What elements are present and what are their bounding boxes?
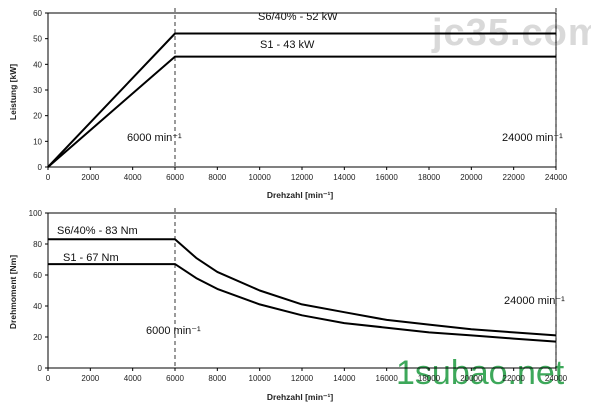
power-x-tick-label: 22000 xyxy=(503,173,526,182)
power-x-tick-label: 6000 xyxy=(166,173,184,182)
torque-y-tick-label: 100 xyxy=(29,209,43,218)
power-series-line-s1 xyxy=(47,55,556,168)
torque-vlines xyxy=(174,208,557,368)
torque-x-tick-label: 4000 xyxy=(124,374,142,383)
power-y-axis-title: Leistung [kW] xyxy=(8,64,18,120)
torque-x-axis-title: Drehzahl [min⁻¹] xyxy=(267,392,334,402)
torque-y-axis-title: Drehmoment [Nm] xyxy=(8,255,18,329)
torque-x-tick-label: 6000 xyxy=(166,374,184,383)
power-x-tick-label: 24000 xyxy=(545,173,568,182)
torque-chart: 0 20 40 60 80 100 0 2000 4000 6000 8000 10000 12000… xyxy=(8,208,568,402)
power-series-label-s1: S1 - 43 kW xyxy=(260,39,315,51)
power-annotation-6000: 6000 min⁻¹ xyxy=(127,132,182,144)
power-y-ticks: 0 10 20 30 40 50 60 xyxy=(33,9,48,172)
power-x-tick-label: 0 xyxy=(46,173,51,182)
power-vlines xyxy=(174,8,557,167)
torque-x-tick-label: 12000 xyxy=(291,374,314,383)
power-x-tick-label: 2000 xyxy=(81,173,99,182)
power-y-tick-label: 20 xyxy=(33,112,42,121)
torque-y-ticks: 0 20 40 60 80 100 xyxy=(29,209,48,373)
power-y-tick-label: 60 xyxy=(33,9,42,18)
power-x-tick-label: 10000 xyxy=(249,173,272,182)
power-y-tick-label: 10 xyxy=(33,137,42,146)
torque-x-tick-label: 24000 xyxy=(545,374,568,383)
torque-x-tick-label: 18000 xyxy=(418,374,441,383)
power-y-tick-label: 0 xyxy=(38,163,43,172)
torque-x-tick-label: 14000 xyxy=(333,374,356,383)
power-y-tick-label: 50 xyxy=(33,35,42,44)
torque-series-label-s1: S1 - 67 Nm xyxy=(63,252,119,264)
power-x-tick-label: 16000 xyxy=(376,173,399,182)
power-x-axis-title: Drehzahl [min⁻¹] xyxy=(267,190,334,200)
power-chart: 0 10 20 30 40 50 60 0 2000 4000 6000 8000 10000 1200… xyxy=(8,8,568,200)
power-series xyxy=(47,32,556,168)
torque-x-tick-label: 16000 xyxy=(376,374,399,383)
power-y-tick-label: 30 xyxy=(33,86,42,95)
power-x-tick-label: 20000 xyxy=(460,173,483,182)
power-x-tick-label: 14000 xyxy=(333,173,356,182)
torque-y-tick-label: 80 xyxy=(33,240,42,249)
power-y-tick-label: 40 xyxy=(33,60,42,69)
torque-annotation-6000: 6000 min⁻¹ xyxy=(146,325,201,337)
torque-y-tick-label: 40 xyxy=(33,302,42,311)
torque-x-tick-label: 20000 xyxy=(460,374,483,383)
torque-y-tick-label: 20 xyxy=(33,333,42,342)
watermark-bottom: 1subao.net xyxy=(396,354,565,392)
torque-series-line-s1 xyxy=(48,263,557,343)
torque-annotation-24000: 24000 min⁻¹ xyxy=(504,295,565,307)
torque-series xyxy=(48,238,557,343)
power-annotation-24000: 24000 min⁻¹ xyxy=(502,132,563,144)
power-series-line-s6 xyxy=(47,32,556,168)
power-x-tick-label: 4000 xyxy=(124,173,142,182)
torque-y-tick-label: 0 xyxy=(38,364,43,373)
torque-x-tick-label: 22000 xyxy=(503,374,526,383)
power-x-tick-label: 18000 xyxy=(418,173,441,182)
torque-series-label-s6: S6/40% - 83 Nm xyxy=(57,225,138,237)
power-x-ticks: 0 2000 4000 6000 8000 10000 12000 14000 16000 180… xyxy=(46,167,568,182)
power-series-label-s6: S6/40% - 52 kW xyxy=(258,11,338,23)
torque-x-tick-label: 8000 xyxy=(208,374,226,383)
torque-x-tick-label: 10000 xyxy=(249,374,272,383)
torque-y-tick-label: 60 xyxy=(33,271,42,280)
torque-x-tick-label: 2000 xyxy=(81,374,99,383)
torque-x-tick-label: 0 xyxy=(46,374,51,383)
torque-x-ticks: 0 2000 4000 6000 8000 10000 12000 14000 16000 180… xyxy=(46,368,568,383)
power-x-tick-label: 8000 xyxy=(208,173,226,182)
power-x-tick-label: 12000 xyxy=(291,173,314,182)
torque-series-line-s6 xyxy=(48,238,557,337)
